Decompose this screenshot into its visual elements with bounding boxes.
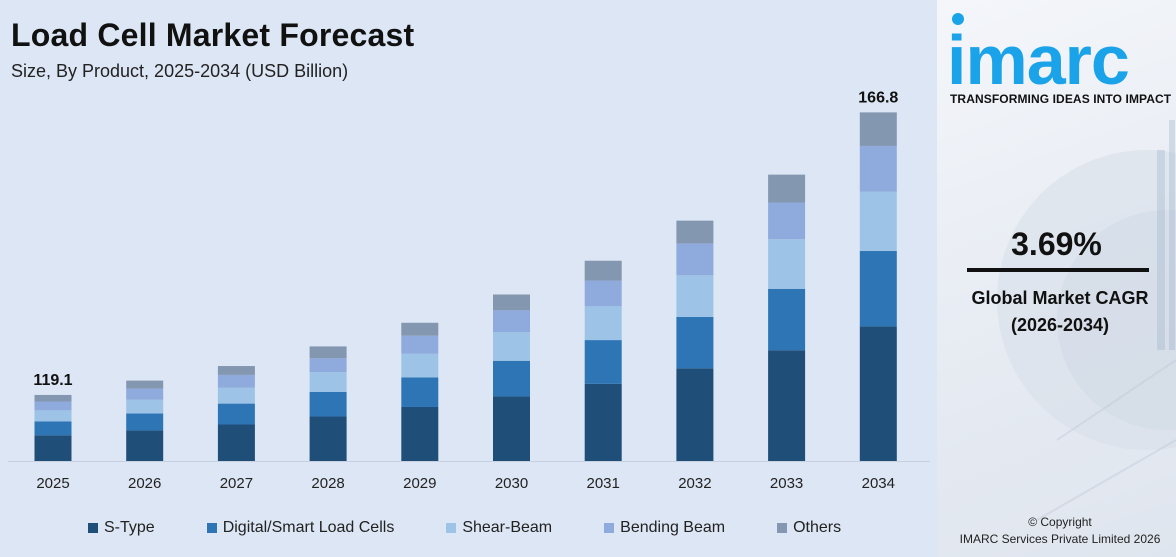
- bar-segment-shear-beam-2030: [493, 332, 530, 361]
- legend-swatch: [604, 523, 615, 533]
- x-tick-label-2028: 2028: [311, 475, 344, 492]
- legend-label: Digital/Smart Load Cells: [222, 519, 395, 536]
- legend-swatch: [777, 523, 788, 533]
- bar-segment-others-2030: [493, 294, 530, 311]
- brand-tagline: TRANSFORMING IDEAS INTO IMPACT: [950, 92, 1172, 106]
- cagr-value: 3.69%: [1011, 226, 1102, 262]
- bar-segment-digital-smart-load-cells-2027: [217, 403, 255, 425]
- bar-segment-shear-beam-2028: [309, 372, 347, 392]
- bar-segment-s-type-2028: [309, 416, 347, 461]
- bar-segment-bending-beam-2030: [493, 310, 530, 333]
- legend-label: Shear-Beam: [462, 519, 553, 536]
- legend-label: Others: [793, 519, 842, 536]
- bar-segment-s-type-2031: [584, 383, 622, 461]
- legend-item-others: Others: [777, 519, 841, 537]
- bar-segment-s-type-2025: [34, 435, 72, 461]
- bar-segment-digital-smart-load-cells-2029: [401, 377, 439, 407]
- bar-segment-digital-smart-load-cells-2034: [859, 251, 897, 327]
- data-label-total-2025: 119.1: [33, 372, 72, 389]
- bar-segment-bending-beam-2025: [34, 401, 72, 411]
- bar-segment-digital-smart-load-cells-2031: [584, 340, 622, 384]
- legend-swatch: [206, 523, 217, 533]
- data-label-total-2034: 166.8: [858, 89, 898, 106]
- chart-subtitle: Size, By Product, 2025-2034 (USD Billion…: [11, 61, 349, 81]
- legend-swatch: [88, 523, 98, 533]
- legend-item-shear-beam: Shear-Beam: [446, 519, 552, 537]
- bar-segment-bending-beam-2026: [126, 388, 164, 400]
- bar-segment-shear-beam-2029: [401, 353, 439, 378]
- cagr-divider: [967, 268, 1149, 272]
- legend-item-s-type: S-Type: [88, 519, 155, 537]
- bar-segment-digital-smart-load-cells-2026: [126, 413, 164, 431]
- x-tick-label-2033: 2033: [770, 475, 803, 492]
- bar-segment-s-type-2033: [768, 350, 806, 461]
- bar-segment-bending-beam-2027: [217, 374, 255, 388]
- bar-segment-s-type-2029: [401, 406, 439, 461]
- x-tick-label-2030: 2030: [495, 475, 528, 492]
- bar-segment-others-2032: [676, 220, 714, 244]
- x-tick-label-2027: 2027: [220, 475, 253, 492]
- bar-segment-others-2028: [309, 346, 347, 359]
- bar-segment-shear-beam-2031: [584, 306, 622, 341]
- bar-segment-s-type-2026: [126, 430, 164, 461]
- background-chart-decoration: [997, 120, 1176, 521]
- imarc-logo: imarc: [949, 13, 1130, 92]
- stacked-bar-chart: 2025 119.1 2026 2027 2028 2029 2030 2031 2032 203…: [8, 89, 930, 492]
- bar-segment-digital-smart-load-cells-2028: [309, 391, 347, 417]
- x-tick-label-2031: 2031: [587, 475, 620, 492]
- bar-segment-shear-beam-2026: [126, 399, 164, 414]
- bar-segment-shear-beam-2033: [768, 239, 806, 289]
- x-tick-label-2029: 2029: [403, 475, 436, 492]
- bar-segment-others-2033: [768, 174, 806, 203]
- bar-segment-bending-beam-2032: [676, 243, 714, 276]
- bar-segment-others-2027: [217, 366, 255, 375]
- copyright-line2: IMARC Services Private Limited 2026: [959, 532, 1161, 546]
- copyright: © Copyright IMARC Services Private Limit…: [937, 514, 1176, 548]
- bar-segment-bending-beam-2029: [401, 335, 439, 354]
- chart-title: Load Cell Market Forecast: [11, 17, 415, 53]
- legend-swatch: [446, 523, 457, 533]
- legend-label: Bending Beam: [620, 519, 726, 536]
- bar-segment-shear-beam-2032: [676, 275, 714, 317]
- legend-item-bending-beam: Bending Beam: [604, 519, 725, 537]
- bar-segment-others-2026: [126, 380, 164, 389]
- bar-segment-bending-beam-2028: [309, 358, 347, 373]
- bar-segment-s-type-2027: [217, 424, 255, 461]
- x-tick-label-2026: 2026: [128, 475, 161, 492]
- legend-label: S-Type: [104, 519, 155, 536]
- bar-segment-s-type-2032: [676, 368, 714, 461]
- bar-segment-others-2025: [34, 394, 72, 402]
- bar-segment-digital-smart-load-cells-2030: [493, 360, 530, 397]
- bar-segment-others-2029: [401, 322, 439, 336]
- cagr-label-line2: (2026-2034): [1010, 315, 1110, 335]
- bar-segment-shear-beam-2027: [217, 387, 255, 404]
- brand-panel: imarc TRANSFORMING IDEAS INTO IMPACT 3.6…: [937, 0, 1176, 557]
- bar-segment-bending-beam-2034: [859, 145, 897, 192]
- bar-segment-digital-smart-load-cells-2025: [34, 421, 72, 436]
- cagr-label-line1: Global Market CAGR: [971, 288, 1149, 308]
- bar-segment-others-2034: [859, 112, 897, 146]
- logo-wordmark: imarc: [949, 21, 1129, 92]
- bar-segment-bending-beam-2033: [768, 202, 806, 240]
- bar-segment-s-type-2030: [493, 396, 530, 461]
- chart-panel: Load Cell Market Forecast Size, By Produ…: [8, 17, 930, 537]
- bar-segment-bending-beam-2031: [584, 280, 622, 307]
- bar-segment-digital-smart-load-cells-2033: [768, 288, 806, 351]
- bar-segment-shear-beam-2025: [34, 410, 72, 422]
- bar-segment-digital-smart-load-cells-2032: [676, 316, 714, 369]
- x-tick-label-2025: 2025: [36, 475, 69, 492]
- chart-legend: S-Type Digital/Smart Load Cells Shear-Beam…: [88, 519, 893, 537]
- legend-item-digital-smart-load-cells: Digital/Smart Load Cells: [206, 519, 395, 537]
- x-tick-label-2032: 2032: [678, 475, 711, 492]
- bar-segment-shear-beam-2034: [859, 191, 897, 252]
- cagr-label: Global Market CAGR (2026-2034): [937, 285, 1176, 339]
- x-tick-label-2034: 2034: [862, 475, 895, 492]
- bar-segment-s-type-2034: [859, 326, 897, 461]
- copyright-line1: © Copyright: [1028, 515, 1092, 529]
- bar-segment-others-2031: [584, 260, 622, 281]
